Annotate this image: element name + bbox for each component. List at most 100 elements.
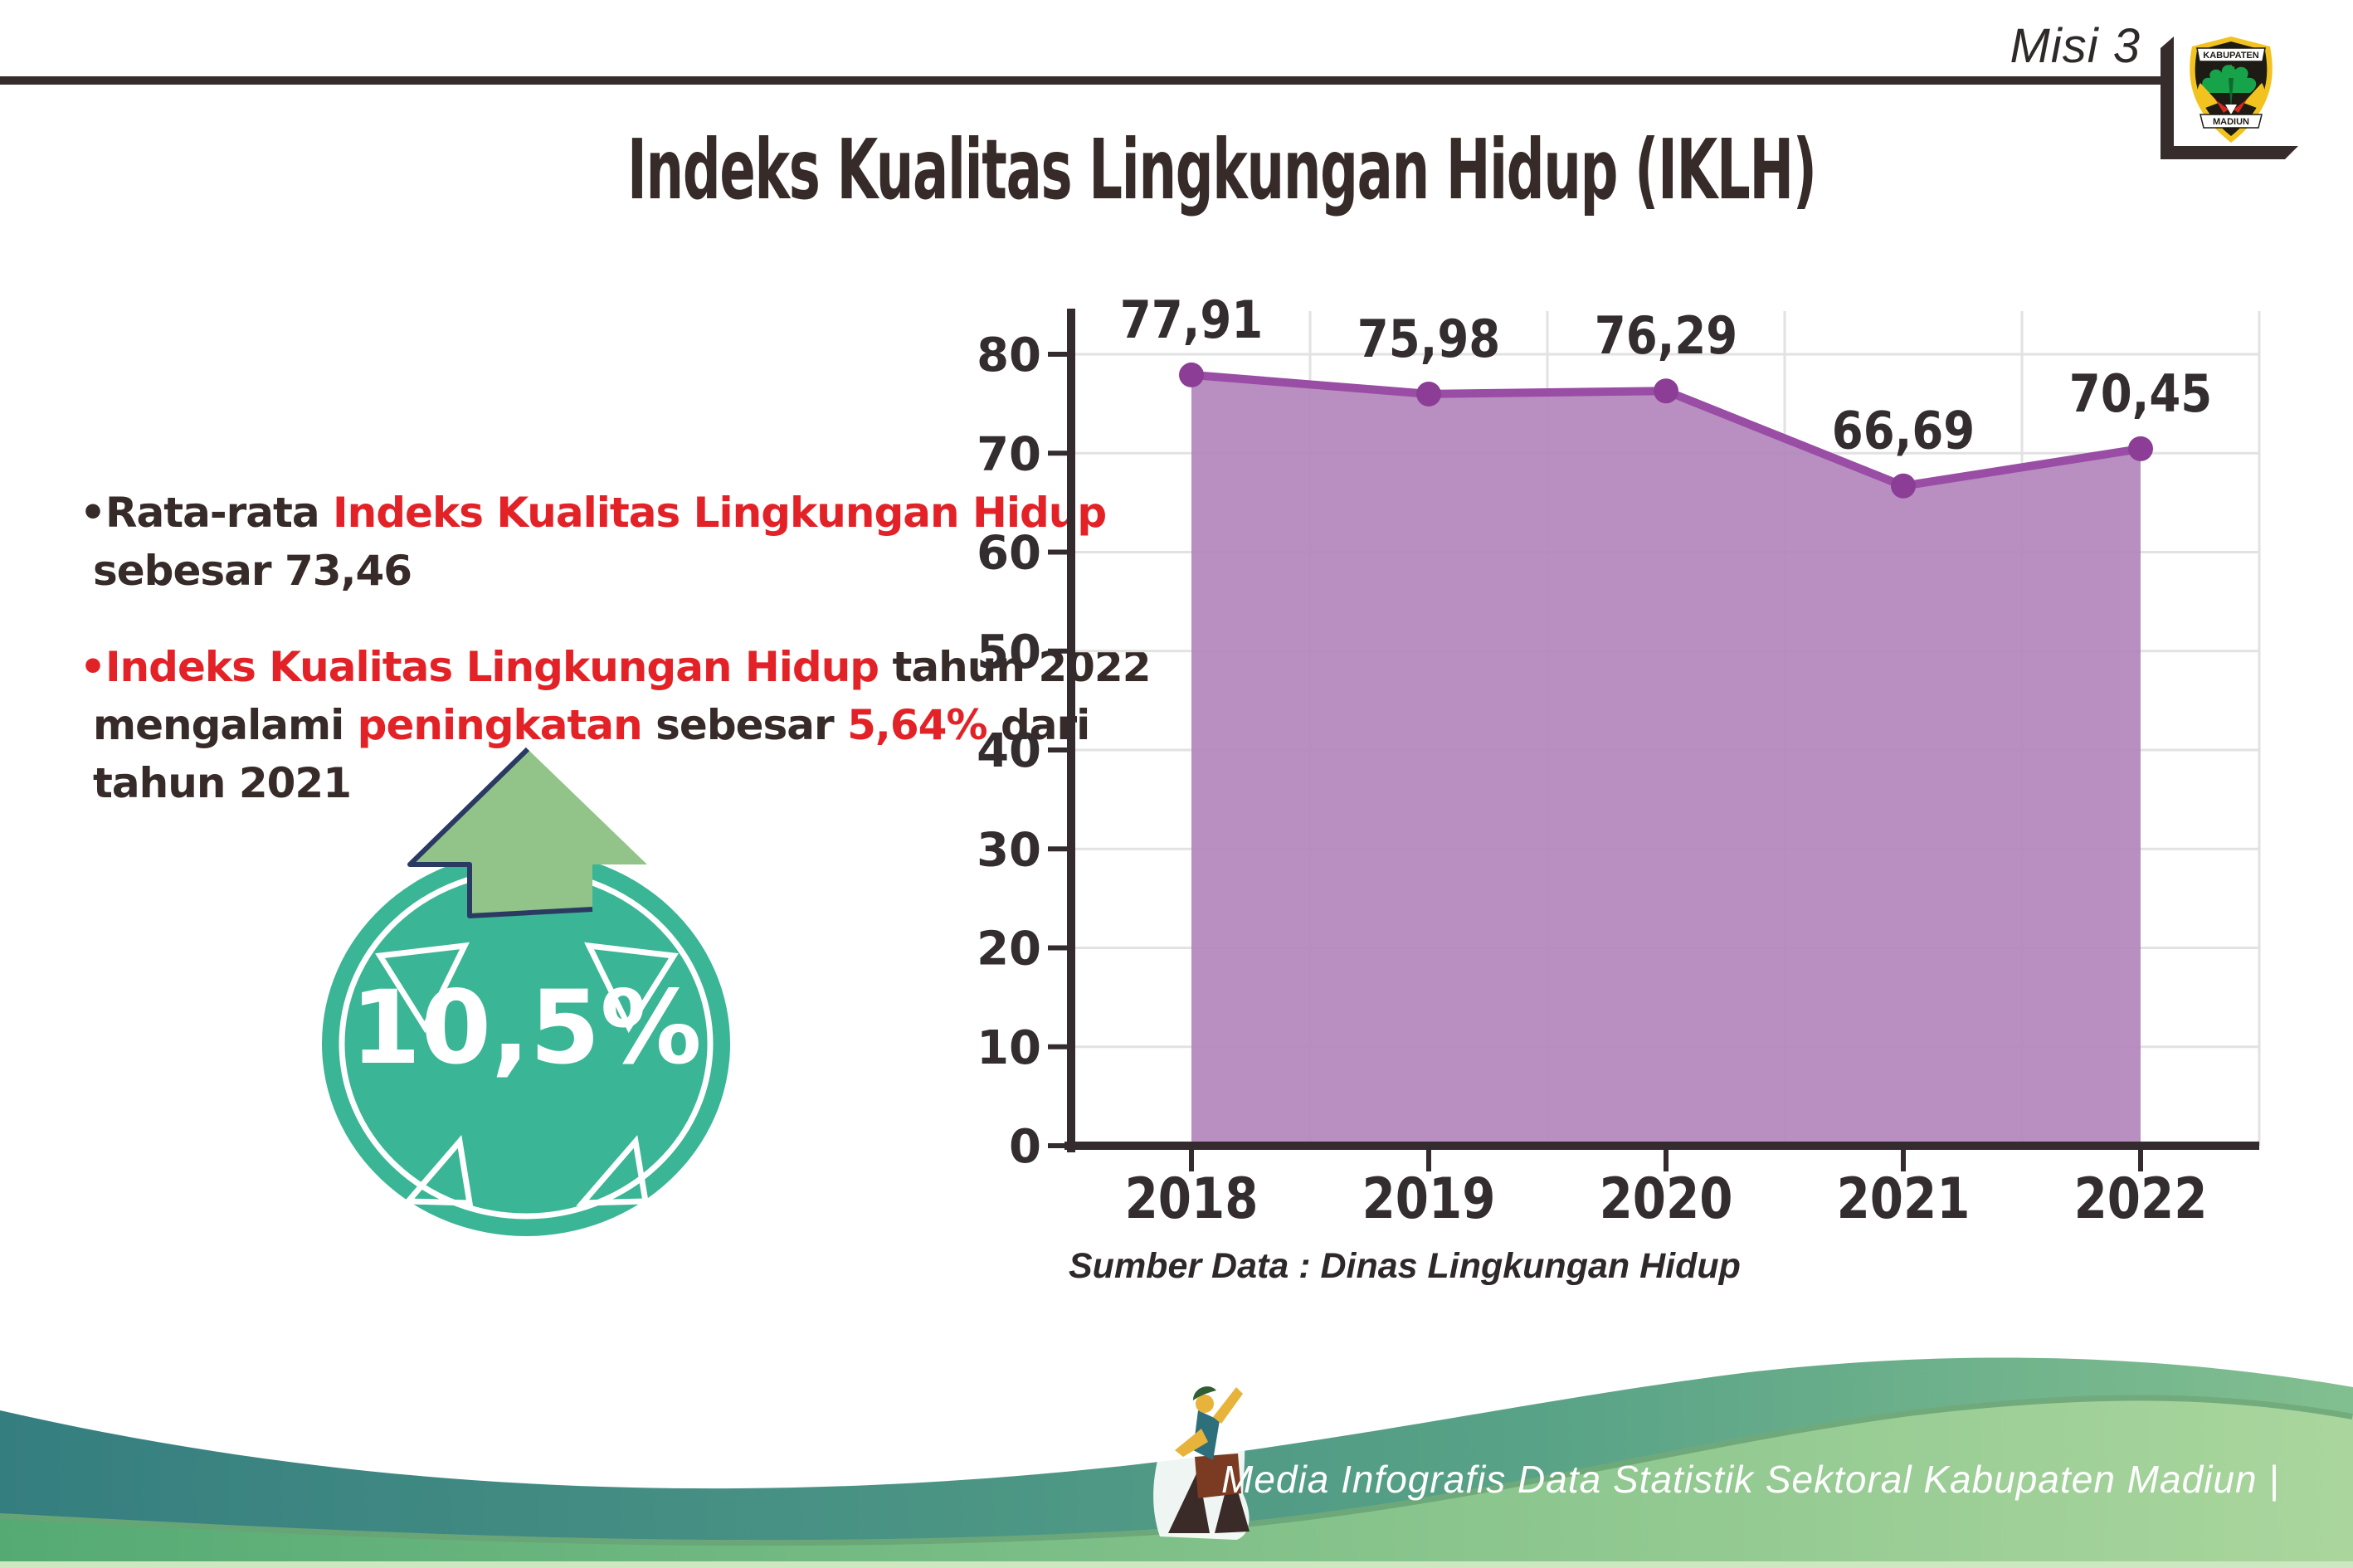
- data-label-group: 70,45: [2069, 364, 2213, 424]
- badge-tick-upper-left: [375, 942, 470, 1034]
- data-point: [1179, 362, 1204, 387]
- bullet-segment: sebesar: [641, 701, 848, 749]
- misi-label: Misi 3: [2010, 19, 2141, 73]
- bullet-segment: Indeks Kualitas Lingkungan Hidup: [333, 489, 1107, 537]
- footer-credit-text: Media Infografis Data Statistik Sektoral…: [1221, 1458, 2280, 1501]
- logo-top-banner: [2196, 47, 2266, 62]
- y-tick-label: 40: [977, 724, 1041, 778]
- y-tick: [1048, 352, 1067, 357]
- x-tick-label: 2022: [2074, 1165, 2208, 1231]
- x-tick-label: 2018: [1125, 1165, 1259, 1231]
- y-tick-label: 20: [977, 923, 1041, 976]
- x-tick-label: 2019: [1362, 1165, 1496, 1231]
- mascot-skirt: [1195, 1454, 1241, 1498]
- mascot-hat: [1193, 1386, 1216, 1400]
- data-label: 75,98: [1357, 309, 1501, 369]
- logo-frame: [2161, 37, 2298, 159]
- data-label: 66,69: [1832, 401, 1975, 460]
- bullet-segment: tahun 2021: [93, 759, 352, 807]
- y-tick: [1048, 648, 1067, 654]
- summary-bullets: •Rata-rata Indeks Kualitas Lingkungan Hi…: [80, 484, 1152, 850]
- y-tick: [1048, 747, 1067, 752]
- logo-tree-trunk: [2229, 78, 2234, 110]
- logo-center-shield: [2225, 105, 2237, 114]
- data-point: [1654, 378, 1678, 404]
- y-tick: [1048, 450, 1067, 456]
- x-tick: [1901, 1150, 1906, 1171]
- y-tick-label: 30: [977, 823, 1041, 877]
- y-tick-label: 60: [977, 527, 1041, 581]
- y-tick: [1048, 945, 1067, 951]
- bullet-segment: mengalami: [93, 701, 358, 749]
- mascot-head: [1196, 1395, 1214, 1413]
- logo-bottom-banner: [2200, 114, 2263, 129]
- mascot-torso: [1193, 1410, 1220, 1460]
- x-tick: [2138, 1150, 2143, 1171]
- header-rule: [0, 76, 2162, 85]
- bullet-line: tahun 2021: [80, 754, 1025, 812]
- y-tick: [1048, 549, 1067, 555]
- footer-waves: [0, 1357, 2353, 1568]
- y-tick: [1048, 846, 1067, 852]
- bullet-segment: •Rata-rata: [80, 489, 334, 537]
- x-tick-label: 2021: [1837, 1165, 1971, 1231]
- logo-top-banner-text: KABUPATEN: [2203, 51, 2258, 61]
- kabupaten-madiun-logo: KABUPATEN ★ MADIUN: [2190, 37, 2273, 143]
- data-point: [1891, 473, 1916, 499]
- y-tick-label: 0: [1009, 1120, 1041, 1174]
- bullet-segment: sebesar 73,46: [93, 547, 412, 595]
- bullet-segment: 5,64%: [847, 701, 987, 749]
- data-label-group: 76,29: [1595, 306, 1738, 366]
- badge-circle: [322, 851, 730, 1236]
- data-label-group: 75,98: [1357, 309, 1501, 369]
- data-point: [2128, 436, 2153, 461]
- data-label-group: 66,69: [1832, 401, 1975, 460]
- bullet-segment: peningkatan: [357, 701, 643, 749]
- bullet-line: •Indeks Kualitas Lingkungan Hidup tahun …: [80, 638, 1152, 696]
- badge-tick-lower-right: [576, 1135, 650, 1206]
- bullet-line: •Rata-rata Indeks Kualitas Lingkungan Hi…: [80, 484, 1107, 542]
- bullet-line: mengalami peningkatan sebesar 5,64% dari: [80, 696, 1090, 754]
- y-tick-label: 50: [977, 626, 1041, 679]
- y-tick: [1048, 1143, 1067, 1148]
- y-tick-label: 70: [977, 427, 1041, 481]
- footer-wave-teal: [0, 1357, 2353, 1541]
- mascot-arm-right: [1213, 1387, 1243, 1424]
- badge-tick-upper-right: [584, 942, 679, 1034]
- y-axis: [1067, 309, 1075, 1152]
- x-tick-label-group: 2020: [1600, 1165, 1733, 1231]
- data-label: 76,29: [1595, 306, 1738, 366]
- data-source-note: Sumber Data : Dinas Lingkungan Hidup: [1069, 1246, 1741, 1286]
- x-tick-label-group: 2021: [1837, 1165, 1971, 1231]
- bullet-item-2: •Indeks Kualitas Lingkungan Hidup tahun …: [80, 638, 1152, 812]
- bullet-segment: dari: [987, 701, 1090, 749]
- y-tick-label: 80: [977, 329, 1041, 382]
- bullet-segment: •Indeks Kualitas Lingkungan Hidup: [80, 643, 879, 691]
- data-point: [1416, 381, 1441, 407]
- area-fill: [1191, 374, 2141, 1146]
- footer-bottom-strip: [0, 1561, 2353, 1568]
- badge-tick-lower-left: [402, 1135, 474, 1206]
- x-tick-label-group: 2019: [1362, 1165, 1496, 1231]
- mascot-icon: [1153, 1386, 1250, 1540]
- data-label-group: 77,91: [1120, 290, 1264, 350]
- y-tick: [1048, 1044, 1067, 1049]
- logo-wing-right: [2243, 83, 2265, 108]
- logo-frame-shape: [2161, 37, 2298, 159]
- mascot-leg-right: [1215, 1468, 1250, 1533]
- bullet-line: sebesar 73,46: [80, 542, 1025, 600]
- bullet-item-1: •Rata-rata Indeks Kualitas Lingkungan Hi…: [80, 484, 1107, 600]
- x-tick: [1426, 1150, 1431, 1171]
- logo-wing-left: [2197, 83, 2219, 108]
- data-label: 70,45: [2069, 364, 2213, 424]
- up-arrow-icon: [410, 749, 647, 916]
- logo-ribbon-right: [2234, 100, 2247, 113]
- increase-badge: [322, 747, 730, 1236]
- logo-bottom-banner-text: MADIUN: [2213, 117, 2249, 127]
- x-tick: [1189, 1150, 1194, 1171]
- y-tick-label: 10: [977, 1021, 1041, 1075]
- data-label: 77,91: [1120, 290, 1264, 350]
- logo-ribbon-left: [2215, 100, 2229, 113]
